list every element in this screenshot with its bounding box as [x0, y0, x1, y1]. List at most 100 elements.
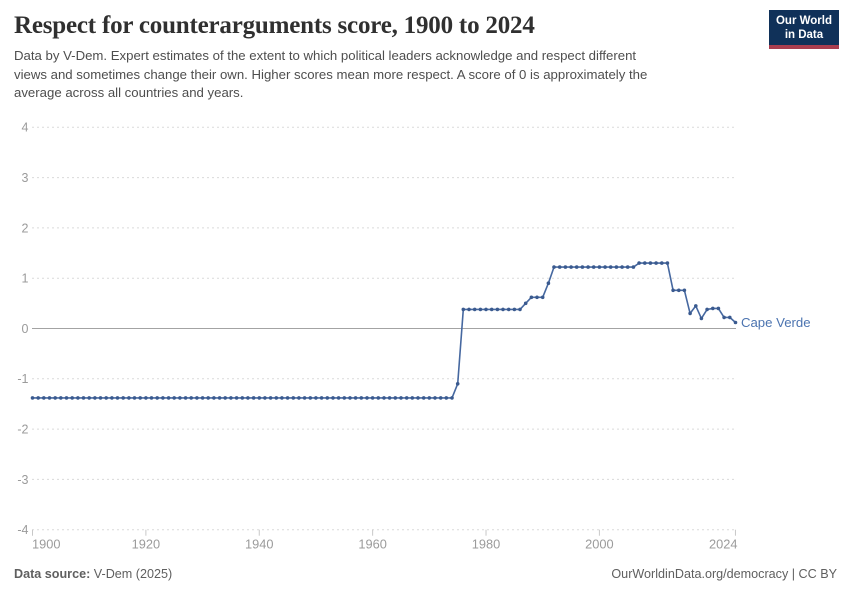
data-point[interactable]: [30, 396, 35, 400]
data-point[interactable]: [393, 396, 398, 400]
data-point[interactable]: [518, 307, 522, 312]
data-point[interactable]: [308, 396, 313, 400]
data-point[interactable]: [580, 265, 585, 269]
data-point[interactable]: [200, 396, 205, 400]
data-point[interactable]: [240, 396, 245, 400]
owid-logo[interactable]: Our World in Data: [768, 10, 839, 49]
data-point[interactable]: [144, 396, 148, 400]
data-point[interactable]: [433, 396, 437, 400]
data-point[interactable]: [314, 396, 318, 400]
data-point[interactable]: [115, 396, 120, 400]
data-point[interactable]: [166, 396, 171, 400]
data-point[interactable]: [416, 396, 420, 400]
data-point[interactable]: [557, 265, 562, 269]
data-point[interactable]: [47, 396, 52, 400]
data-point[interactable]: [540, 295, 545, 300]
data-point[interactable]: [444, 396, 449, 400]
data-point[interactable]: [353, 396, 358, 400]
data-point[interactable]: [370, 396, 375, 400]
data-point[interactable]: [331, 396, 335, 400]
data-point[interactable]: [110, 396, 114, 400]
data-point[interactable]: [70, 396, 74, 400]
data-point[interactable]: [42, 396, 46, 400]
data-point[interactable]: [574, 265, 579, 269]
data-point[interactable]: [64, 396, 69, 400]
data-point[interactable]: [87, 396, 91, 400]
data-point[interactable]: [280, 396, 284, 400]
data-point[interactable]: [620, 265, 624, 269]
data-point[interactable]: [455, 382, 460, 386]
data-point[interactable]: [625, 265, 630, 269]
data-point[interactable]: [53, 396, 57, 400]
data-point[interactable]: [728, 315, 732, 320]
data-point[interactable]: [705, 307, 709, 312]
data-point[interactable]: [234, 396, 239, 400]
data-point[interactable]: [161, 396, 165, 400]
data-point[interactable]: [711, 306, 715, 311]
data-point[interactable]: [535, 295, 539, 300]
data-point[interactable]: [512, 307, 517, 312]
data-point[interactable]: [597, 265, 602, 269]
data-point[interactable]: [489, 307, 494, 312]
data-point[interactable]: [421, 396, 426, 400]
data-point[interactable]: [76, 396, 80, 400]
data-point[interactable]: [529, 295, 534, 300]
data-point[interactable]: [682, 288, 687, 293]
data-point[interactable]: [478, 307, 483, 312]
data-point[interactable]: [603, 265, 607, 269]
series-line[interactable]: [31, 262, 737, 399]
data-point[interactable]: [631, 265, 636, 269]
data-point[interactable]: [694, 304, 698, 308]
owid-footer-link[interactable]: OurWorldinData.org/democracy | CC BY: [611, 567, 837, 581]
data-point[interactable]: [563, 265, 568, 269]
data-point[interactable]: [716, 306, 721, 311]
data-point[interactable]: [677, 288, 681, 293]
data-point[interactable]: [319, 396, 324, 400]
data-point[interactable]: [104, 396, 108, 400]
entity-label[interactable]: Cape Verde: [741, 315, 811, 330]
data-point[interactable]: [365, 396, 369, 400]
data-point[interactable]: [608, 265, 613, 269]
data-point[interactable]: [688, 311, 692, 316]
data-point[interactable]: [614, 265, 619, 269]
data-point[interactable]: [472, 307, 477, 312]
data-point[interactable]: [81, 396, 86, 400]
data-point[interactable]: [149, 396, 154, 400]
data-point[interactable]: [325, 396, 330, 400]
data-point[interactable]: [733, 320, 738, 325]
data-point[interactable]: [660, 261, 664, 265]
data-point[interactable]: [586, 265, 590, 269]
data-point[interactable]: [302, 396, 307, 400]
data-point[interactable]: [467, 307, 471, 312]
data-point[interactable]: [404, 396, 409, 400]
data-point[interactable]: [223, 396, 227, 400]
data-point[interactable]: [285, 396, 290, 400]
data-point[interactable]: [342, 396, 347, 400]
data-point[interactable]: [195, 396, 199, 400]
data-point[interactable]: [387, 396, 392, 400]
data-point[interactable]: [336, 396, 341, 400]
data-point[interactable]: [251, 396, 256, 400]
data-point[interactable]: [427, 396, 432, 400]
data-point[interactable]: [138, 396, 142, 400]
data-point[interactable]: [348, 396, 352, 400]
data-point[interactable]: [484, 307, 488, 312]
data-point[interactable]: [212, 396, 216, 400]
data-point[interactable]: [127, 396, 131, 400]
data-point[interactable]: [654, 261, 658, 265]
data-point[interactable]: [257, 396, 262, 400]
data-point[interactable]: [206, 396, 210, 400]
data-point[interactable]: [648, 261, 653, 265]
data-point[interactable]: [382, 396, 386, 400]
data-point[interactable]: [699, 316, 704, 321]
data-point[interactable]: [546, 281, 551, 285]
data-point[interactable]: [665, 261, 670, 265]
data-point[interactable]: [523, 301, 528, 306]
data-point[interactable]: [229, 396, 233, 400]
data-point[interactable]: [637, 261, 641, 265]
data-point[interactable]: [93, 396, 97, 400]
data-point[interactable]: [450, 396, 454, 400]
data-point[interactable]: [98, 396, 103, 400]
data-point[interactable]: [263, 396, 267, 400]
data-point[interactable]: [172, 396, 176, 400]
